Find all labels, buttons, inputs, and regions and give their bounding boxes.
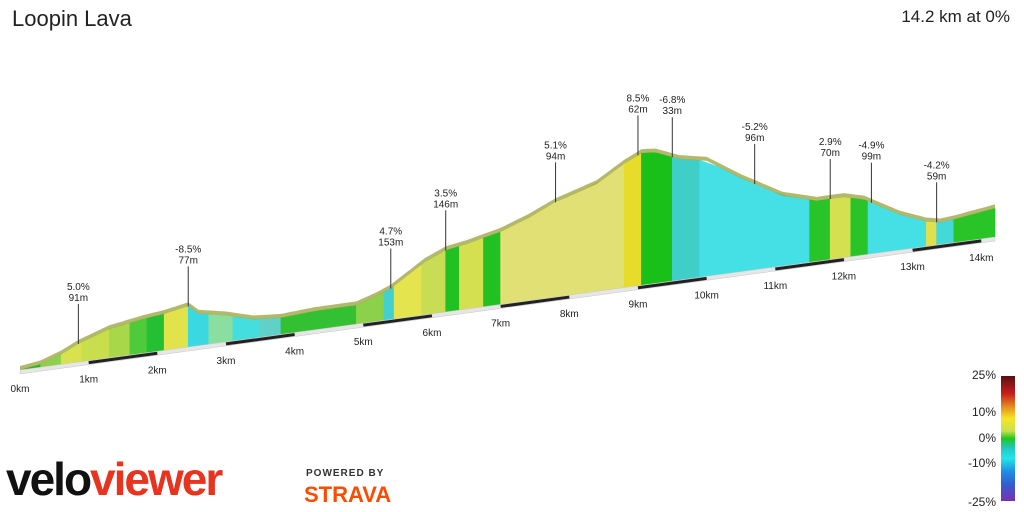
profile-segment-7 xyxy=(163,305,189,351)
annotation-grade-6: -6.8% xyxy=(659,95,685,106)
annotation-length-10: 59m xyxy=(927,171,946,182)
strava-logo[interactable]: STRAVA xyxy=(304,482,392,507)
annotation-grade-2: 4.7% xyxy=(379,227,402,238)
profile-segment-20 xyxy=(500,163,625,305)
profile-segment-4 xyxy=(109,322,131,359)
annotation-length-3: 146m xyxy=(433,199,458,210)
legend-color-bar xyxy=(1001,376,1015,501)
page-title: Loopin Lava xyxy=(12,6,132,31)
x-tick-5: 5km xyxy=(354,337,373,348)
annotation-length-7: 96m xyxy=(745,133,764,144)
logo-viewer-text: viewer xyxy=(90,453,223,505)
legend-label-max: 25% xyxy=(971,368,996,382)
profile-segment-22 xyxy=(641,152,673,286)
km-bar-9 xyxy=(637,276,707,290)
x-tick-1: 1km xyxy=(79,375,98,386)
powered-by-label: POWERED BY xyxy=(306,468,385,479)
annotation-length-4: 94m xyxy=(546,151,565,162)
profile-segment-5 xyxy=(129,317,148,356)
profile-segment-17 xyxy=(445,245,460,313)
profile-segment-30 xyxy=(936,219,955,246)
logo-velo-text: velo xyxy=(6,453,92,505)
profile-segment-19 xyxy=(483,231,501,308)
x-tick-10: 10km xyxy=(694,290,718,301)
annotation-grade-7: -5.2% xyxy=(742,122,768,133)
x-tick-4: 4km xyxy=(285,347,304,358)
veloviewer-logo[interactable]: veloviewer xyxy=(6,452,296,508)
annotation-grade-9: -4.9% xyxy=(858,141,884,152)
x-tick-12: 12km xyxy=(832,272,856,283)
profile-segment-18 xyxy=(459,237,484,311)
km-bar-1 xyxy=(88,351,158,365)
x-tick-13: 13km xyxy=(900,262,924,273)
x-tick-11: 11km xyxy=(763,281,787,292)
profile-segment-6 xyxy=(146,313,165,354)
annotation-grade-0: 5.0% xyxy=(67,282,90,293)
annotation-grade-5: 8.5% xyxy=(627,93,650,104)
annotation-length-2: 153m xyxy=(378,238,403,249)
route-summary: 14.2 km at 0% xyxy=(901,7,1010,26)
x-tick-8: 8km xyxy=(560,309,579,320)
profile-segment-29 xyxy=(925,221,937,247)
profile-segment-26 xyxy=(829,196,852,260)
x-tick-6: 6km xyxy=(423,328,442,339)
annotation-grade-8: 2.9% xyxy=(819,137,842,148)
profile-segment-9 xyxy=(208,314,234,345)
profile-segment-21 xyxy=(623,152,642,288)
annotation-grade-1: -8.5% xyxy=(175,244,201,255)
x-tick-7: 7km xyxy=(491,318,510,329)
legend-label-0: 0% xyxy=(978,431,996,445)
profile-segment-25 xyxy=(809,198,831,263)
x-tick-3: 3km xyxy=(217,356,236,367)
annotation-grade-4: 5.1% xyxy=(544,140,567,151)
annotation-length-8: 70m xyxy=(820,148,839,159)
profile-segment-23 xyxy=(671,156,701,282)
annotation-length-5: 62m xyxy=(628,104,647,115)
profile-segment-10 xyxy=(232,316,261,342)
x-tick-2: 2km xyxy=(148,365,167,376)
annotation-grade-3: 3.5% xyxy=(434,188,457,199)
x-tick-14: 14km xyxy=(969,253,993,264)
legend-label-minus10: -10% xyxy=(967,456,996,470)
legend-label-10: 10% xyxy=(971,405,996,419)
annotation-length-1: 77m xyxy=(178,255,197,266)
km-bar-7 xyxy=(500,295,570,308)
km-bar-13 xyxy=(912,239,982,252)
annotation-length-6: 33m xyxy=(663,106,682,117)
annotation-grade-10: -4.2% xyxy=(924,160,950,171)
profile-segment-28 xyxy=(867,200,927,255)
gradient-legend: 25% 10% 0% -10% -25% xyxy=(940,368,1024,512)
annotation-length-0: 91m xyxy=(69,293,88,304)
x-tick-0: 0km xyxy=(11,384,30,395)
legend-label-min: -25% xyxy=(967,495,996,509)
km-bar-11 xyxy=(775,258,845,271)
km-bar-5 xyxy=(363,314,433,327)
annotation-length-9: 99m xyxy=(862,152,881,163)
x-tick-9: 9km xyxy=(629,300,648,311)
profile-segment-27 xyxy=(850,197,869,258)
profile-segment-11 xyxy=(259,317,282,338)
km-bar-3 xyxy=(225,333,295,346)
